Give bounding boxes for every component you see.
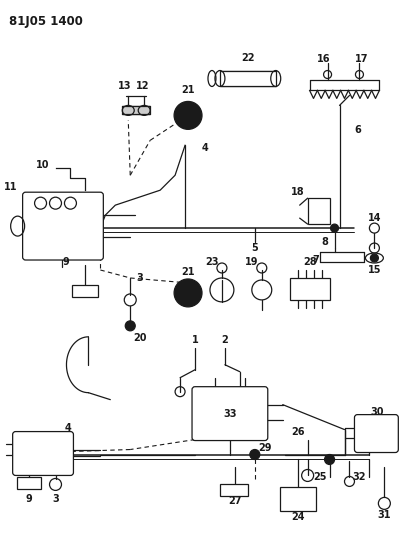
FancyBboxPatch shape [354,415,397,453]
Text: 3: 3 [52,495,59,504]
Text: 22: 22 [241,53,254,62]
FancyBboxPatch shape [12,432,73,475]
Bar [307,198,329,224]
Circle shape [249,449,259,459]
Text: 32: 32 [352,472,365,482]
Circle shape [174,279,201,307]
Text: 81J05 1400: 81J05 1400 [9,15,82,28]
Text: 2: 2 [221,335,228,345]
Text: 17: 17 [354,53,367,63]
Text: 8: 8 [320,237,327,247]
Circle shape [125,321,135,331]
Circle shape [180,108,194,123]
Text: 27: 27 [227,496,241,506]
Bar [16,478,41,489]
Circle shape [174,101,201,130]
Bar [122,107,150,115]
Text: 5: 5 [251,243,257,253]
Text: 16: 16 [316,53,330,63]
Bar [72,285,98,297]
Bar [289,278,329,300]
Circle shape [330,224,338,232]
Bar [219,484,247,496]
Text: 19: 19 [245,257,258,267]
Text: 26: 26 [290,426,304,437]
Text: 3: 3 [136,273,143,283]
Text: 14: 14 [367,213,380,223]
Text: 21: 21 [181,267,194,277]
Text: 21: 21 [181,85,194,95]
Text: 7: 7 [312,255,318,265]
Text: 9: 9 [25,495,32,504]
Text: 4: 4 [201,143,208,154]
Text: 33: 33 [223,409,236,418]
Text: 13: 13 [117,82,131,92]
FancyBboxPatch shape [22,192,103,260]
Circle shape [324,455,334,464]
Text: 20: 20 [133,333,147,343]
Text: 15: 15 [367,265,380,275]
Text: 11: 11 [4,182,17,192]
Text: 18: 18 [290,187,304,197]
Text: 29: 29 [257,442,271,453]
Text: 25: 25 [312,472,326,482]
Circle shape [180,286,194,300]
Text: 6: 6 [353,125,360,135]
Text: 24: 24 [290,512,304,522]
Circle shape [369,254,377,262]
Text: 4: 4 [65,423,72,433]
Text: 12: 12 [135,82,149,92]
FancyBboxPatch shape [192,386,267,441]
Text: 28: 28 [302,257,316,267]
Text: 31: 31 [377,511,390,520]
Bar [279,487,315,511]
Text: 23: 23 [205,257,218,267]
Bar [219,70,275,86]
Text: 1: 1 [191,335,198,345]
Text: 9: 9 [62,257,69,267]
Text: 10: 10 [36,160,49,170]
Text: 30: 30 [370,407,383,417]
